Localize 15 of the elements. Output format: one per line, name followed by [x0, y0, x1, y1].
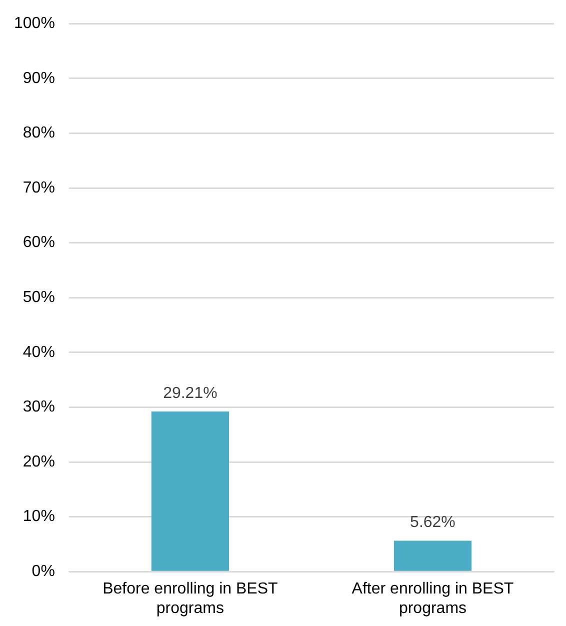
y-tick-label: 90% — [22, 70, 55, 87]
y-tick-label: 100% — [14, 15, 55, 32]
y-tick-label: 70% — [22, 179, 55, 196]
y-tick-label: 20% — [22, 453, 55, 470]
data-label: 5.62% — [410, 514, 456, 532]
y-tick-label: 60% — [22, 234, 55, 252]
y-tick-label: 30% — [22, 398, 55, 416]
y-tick-label: 10% — [22, 508, 55, 526]
y-tick-label: 80% — [22, 124, 55, 142]
y-tick-label: 50% — [22, 289, 55, 306]
y-tick-label: 40% — [22, 344, 55, 361]
x-tick-label: Before enrolling in BEST programs — [102, 580, 278, 617]
data-label: 29.21% — [163, 384, 218, 402]
x-tick-label: After enrolling in BEST programs — [352, 580, 514, 617]
y-tick-label: 0% — [32, 563, 55, 580]
